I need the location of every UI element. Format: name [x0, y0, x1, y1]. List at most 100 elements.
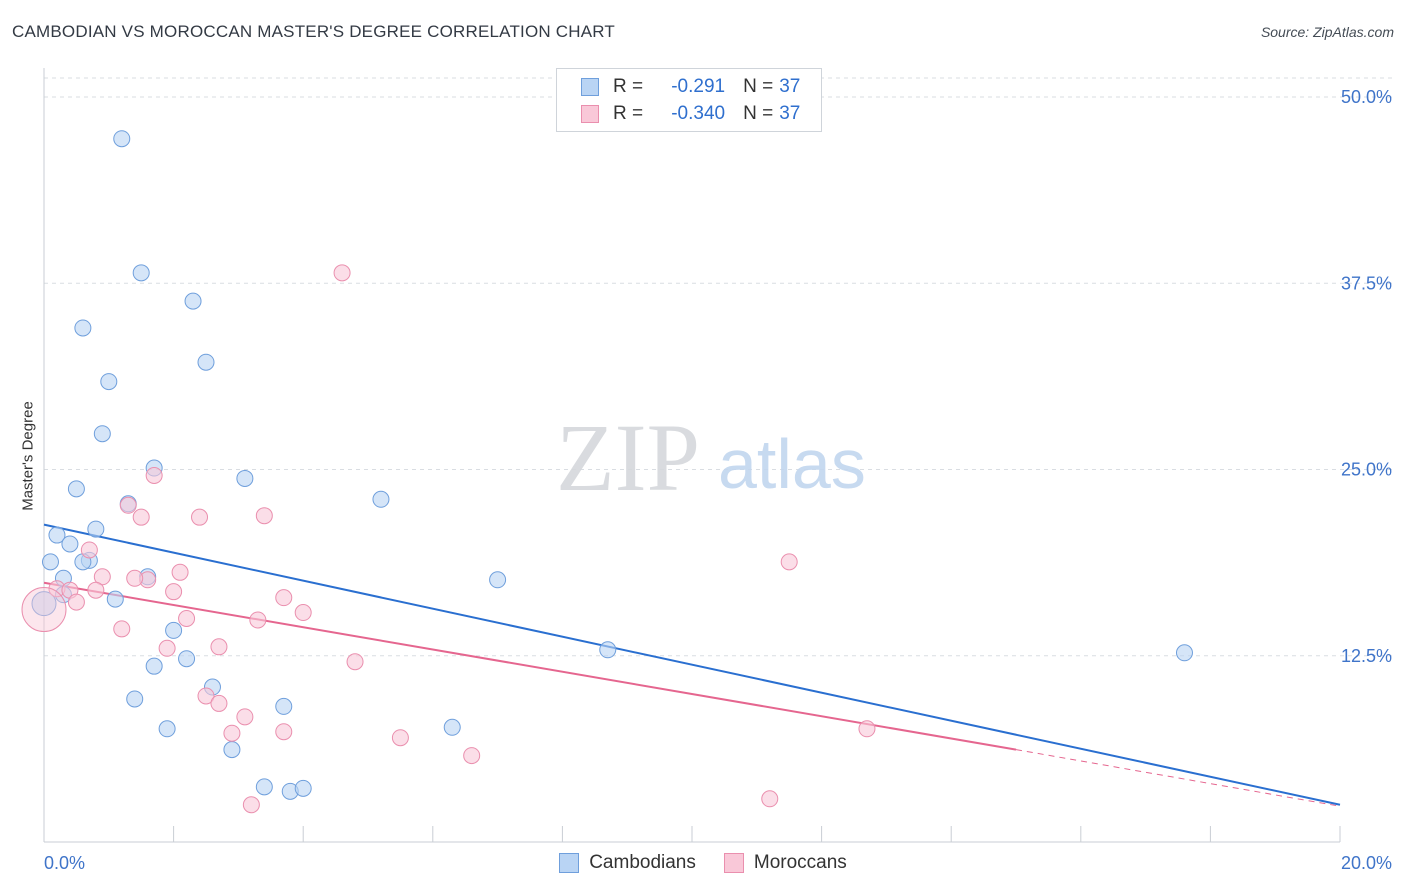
cambodian-point	[236, 469, 254, 487]
y-tick-label: 50.0%	[1341, 87, 1392, 107]
cambodian-point	[41, 553, 59, 571]
n-value: 37	[779, 76, 801, 97]
moroccan-point	[113, 620, 131, 638]
moroccan-point	[242, 796, 260, 814]
moroccan-point	[249, 611, 267, 629]
cambodian-point	[145, 657, 163, 675]
y-tick-label: 25.0%	[1341, 460, 1392, 480]
moroccan-point	[210, 638, 228, 656]
moroccan-point	[275, 723, 293, 741]
moroccan-trend-line	[43, 581, 1017, 751]
moroccan-point	[346, 653, 364, 671]
moroccan-point	[197, 687, 215, 705]
moroccan-point	[145, 466, 163, 484]
cambodian-point	[74, 319, 92, 337]
moroccan-point	[858, 720, 876, 738]
moroccan-swatch	[723, 853, 744, 873]
moroccan-point	[255, 507, 273, 525]
legend-label-moroccans: Moroccans	[753, 852, 847, 873]
moroccan-point	[21, 587, 67, 633]
moroccan-point	[126, 569, 144, 587]
x-tick-label: 0.0%	[44, 853, 85, 873]
legend-row-cambodians: R = -0.291 N = 37	[581, 75, 800, 99]
moroccan-point	[761, 790, 779, 808]
cambodian-point	[106, 590, 124, 608]
moroccan-point	[67, 593, 85, 611]
n-label: N =	[743, 103, 774, 124]
moroccan-point	[119, 496, 137, 514]
moroccan-point	[87, 581, 105, 599]
cambodian-point	[223, 741, 241, 759]
moroccan-point	[178, 610, 196, 627]
legend-row-moroccans: R = -0.340 N = 37	[581, 102, 800, 126]
y-tick-label: 12.5%	[1341, 646, 1392, 666]
cambodian-point	[31, 591, 57, 617]
cambodian-point	[113, 130, 131, 148]
chart-title: CAMBODIAN VS MOROCCAN MASTER'S DEGREE CO…	[12, 22, 616, 41]
cambodian-point	[275, 697, 293, 715]
y-axis-label: Master's Degree	[19, 401, 37, 511]
cambodian-point	[489, 571, 507, 589]
moroccan-point	[275, 589, 293, 607]
cambodian-point	[165, 621, 183, 639]
moroccan-point	[165, 583, 183, 601]
cambodian-point	[443, 718, 461, 736]
moroccan-point	[171, 563, 189, 581]
r-value: -0.340	[671, 103, 726, 124]
axes	[43, 68, 1341, 843]
moroccan-point	[158, 639, 176, 657]
cambodian-swatch	[559, 853, 580, 873]
stats-legend: R = -0.291 N = 37 R = -0.340 N = 37	[556, 68, 822, 132]
y-tick-label: 37.5%	[1341, 273, 1392, 293]
r-value: -0.291	[671, 76, 726, 97]
cambodian-point	[294, 779, 312, 797]
watermark: ZIP atlas	[556, 404, 866, 511]
r-label: R =	[613, 103, 644, 124]
cambodian-point	[184, 292, 202, 310]
moroccan-point	[391, 729, 409, 747]
cambodian-point	[93, 425, 111, 443]
r-label: R =	[613, 76, 644, 97]
watermark-atlas: atlas	[718, 425, 866, 503]
tick-labels: 12.5% 25.0% 37.5% 50.0% 0.0% 20.0%	[44, 87, 1392, 873]
watermark-zip: ZIP	[556, 404, 700, 511]
cambodian-point	[61, 535, 79, 553]
legend-label-cambodians: Cambodians	[589, 852, 696, 873]
cambodian-point	[599, 641, 617, 659]
cambodian-point	[48, 526, 66, 544]
moroccan-point	[780, 553, 798, 571]
cambodian-point	[126, 690, 144, 708]
moroccan-trend-extension	[1015, 749, 1341, 807]
moroccan-points	[21, 264, 876, 814]
cambodian-point	[255, 778, 273, 796]
cambodian-point	[87, 520, 105, 538]
moroccan-point	[210, 694, 228, 712]
moroccan-point	[191, 508, 209, 526]
legend-item-cambodians[interactable]: Cambodians	[559, 852, 696, 874]
moroccan-point	[223, 724, 241, 742]
source-label: Source: ZipAtlas.com	[1260, 24, 1394, 40]
moroccan-point	[132, 508, 150, 526]
n-label: N =	[743, 76, 774, 97]
cambodian-point	[158, 720, 176, 738]
cambodian-point	[1175, 644, 1193, 662]
moroccan-swatch	[581, 105, 599, 123]
moroccan-point	[463, 747, 481, 765]
cambodian-point	[372, 490, 390, 508]
moroccan-point	[80, 541, 98, 559]
cambodian-points	[31, 130, 1193, 800]
cambodian-swatch	[581, 78, 599, 96]
cambodian-point	[132, 264, 150, 282]
moroccan-point	[236, 708, 254, 726]
cambodian-trend-line	[43, 523, 1341, 806]
cambodian-point	[67, 480, 85, 498]
moroccan-point	[333, 264, 351, 282]
cambodian-point	[100, 373, 118, 391]
n-value: 37	[779, 103, 801, 124]
legend-item-moroccans[interactable]: Moroccans	[723, 852, 847, 874]
cambodian-point	[178, 650, 196, 668]
moroccan-point	[294, 604, 312, 622]
x-tick-label: 20.0%	[1341, 853, 1392, 873]
series-legend: Cambodians Moroccans	[0, 852, 1406, 874]
